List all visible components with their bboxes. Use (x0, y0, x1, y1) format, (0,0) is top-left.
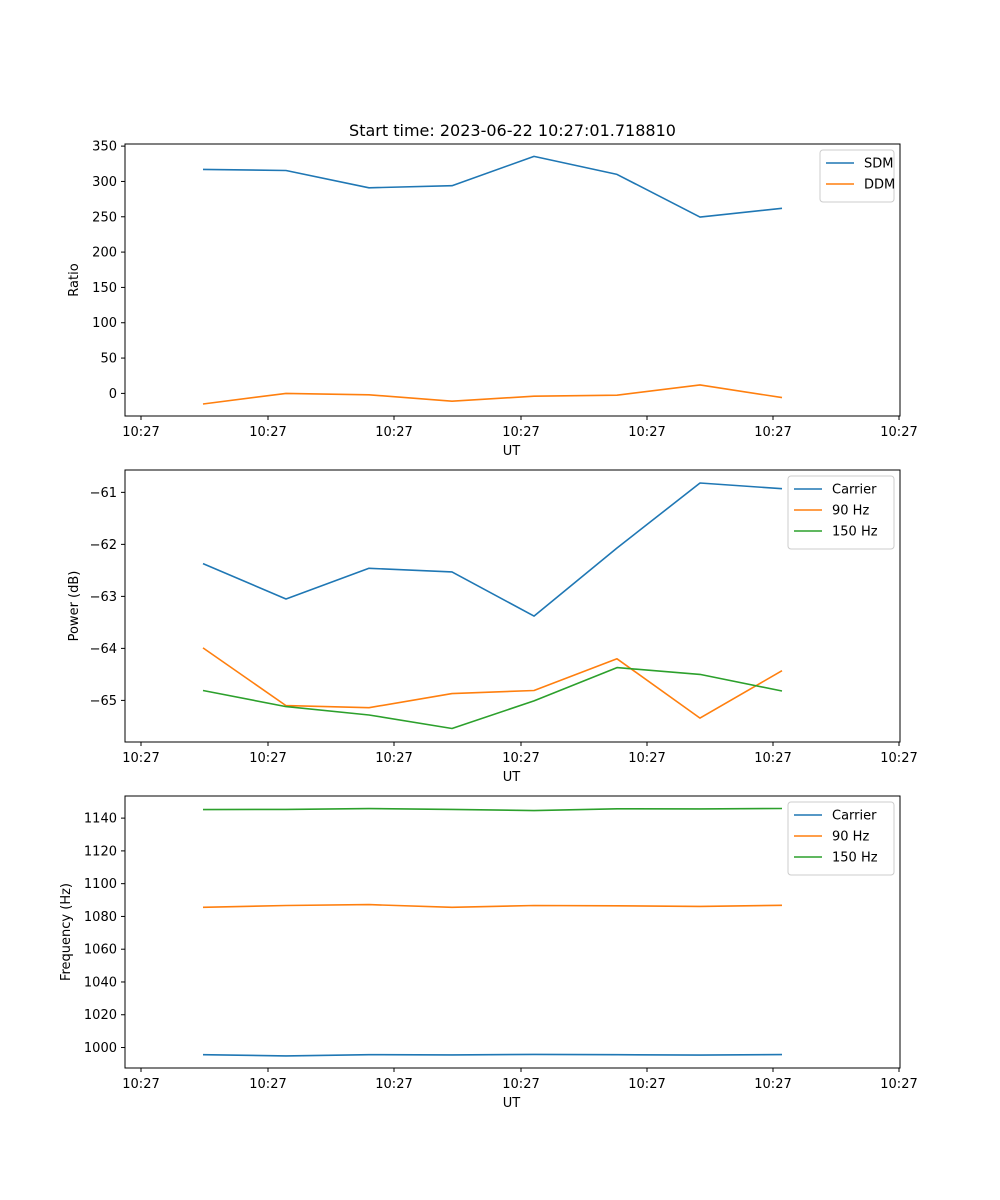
y-axis-label: Ratio (67, 263, 82, 296)
y-tick-label: 100 (92, 316, 117, 331)
y-tick-label: 50 (100, 352, 117, 367)
chart-title: Start time: 2023-06-22 10:27:01.718810 (349, 121, 676, 140)
x-tick-label: 10:27 (249, 751, 286, 766)
series-line-90-hz (202, 647, 783, 719)
y-axis-label: Power (dB) (67, 571, 82, 642)
y-tick-label: 350 (92, 140, 117, 155)
x-tick-label: 10:27 (122, 425, 159, 440)
x-tick-label: 10:27 (880, 751, 917, 766)
y-tick-label: 1120 (84, 844, 117, 859)
y-tick-label: 300 (92, 175, 117, 190)
series-line-90-hz (202, 903, 783, 909)
series-line-150-hz (202, 807, 783, 812)
y-tick-label: 1020 (84, 1008, 117, 1023)
x-tick-label: 10:27 (880, 425, 917, 440)
chart-panel-3: 10:27 10:27 10:27 10:27 10:27 10:27 10:27 UT 100… (59, 795, 918, 1111)
y-tick-label: 0 (109, 387, 117, 402)
y-tick-label: 1040 (84, 975, 117, 990)
y-tick-label: 1080 (84, 910, 117, 925)
x-tick-label: 10:27 (754, 425, 791, 440)
x-tick-label: 10:27 (502, 751, 539, 766)
legend: SDM DDM (819, 149, 895, 203)
x-tick-label: 10:27 (754, 751, 791, 766)
x-tick-label: 10:27 (628, 425, 665, 440)
legend-label: DDM (864, 178, 895, 193)
y-tick-label: 1140 (84, 812, 117, 827)
x-tick-label: 10:27 (122, 1077, 159, 1092)
legend-label: Carrier (832, 483, 877, 498)
y-tick-label: 150 (92, 281, 117, 296)
series-line-150-hz (202, 666, 783, 730)
x-tick-label: 10:27 (880, 1077, 917, 1092)
chart-panel-1: Start time: 2023-06-22 10:27:01.718810 10… (67, 121, 918, 459)
x-axis-label: UT (503, 770, 521, 785)
y-tick-label: −64 (90, 642, 117, 657)
axes-frame (124, 795, 901, 1069)
y-tick-label: −62 (90, 538, 117, 553)
series-line-carrier (202, 1053, 783, 1057)
y-tick-label: −63 (90, 590, 117, 605)
x-tick-label: 10:27 (754, 1077, 791, 1092)
series-line-carrier (202, 482, 783, 617)
series-line-sdm (202, 155, 783, 218)
legend-label: SDM (864, 157, 893, 172)
x-tick-label: 10:27 (628, 1077, 665, 1092)
legend: Carrier 90 Hz 150 Hz (787, 475, 895, 550)
y-tick-label: 250 (92, 210, 117, 225)
x-tick-label: 10:27 (375, 1077, 412, 1092)
legend-label: Carrier (832, 809, 877, 824)
legend-label: 90 Hz (832, 830, 869, 845)
x-tick-label: 10:27 (249, 1077, 286, 1092)
legend-label: 90 Hz (832, 504, 869, 519)
y-tick-label: 1060 (84, 943, 117, 958)
y-tick-label: −65 (90, 694, 117, 709)
x-axis-label: UT (503, 1096, 521, 1111)
chart-panel-2: 10:27 10:27 10:27 10:27 10:27 10:27 10:27 UT −65… (67, 469, 918, 785)
x-tick-label: 10:27 (628, 751, 665, 766)
x-axis-label: UT (503, 444, 521, 459)
legend-label: 150 Hz (832, 851, 878, 866)
legend: Carrier 90 Hz 150 Hz (787, 801, 895, 876)
x-tick-label: 10:27 (375, 425, 412, 440)
y-tick-label: −61 (90, 486, 117, 501)
x-tick-label: 10:27 (502, 1077, 539, 1092)
y-tick-label: 1000 (84, 1041, 117, 1056)
x-tick-label: 10:27 (375, 751, 412, 766)
series-line-ddm (202, 384, 783, 405)
y-tick-label: 200 (92, 246, 117, 261)
x-tick-label: 10:27 (249, 425, 286, 440)
legend-label: 150 Hz (832, 525, 878, 540)
axes-frame (124, 143, 901, 417)
axes-frame (124, 469, 901, 743)
x-tick-label: 10:27 (502, 425, 539, 440)
y-tick-label: 1100 (84, 877, 117, 892)
y-axis-label: Frequency (Hz) (59, 883, 74, 981)
x-tick-label: 10:27 (122, 751, 159, 766)
